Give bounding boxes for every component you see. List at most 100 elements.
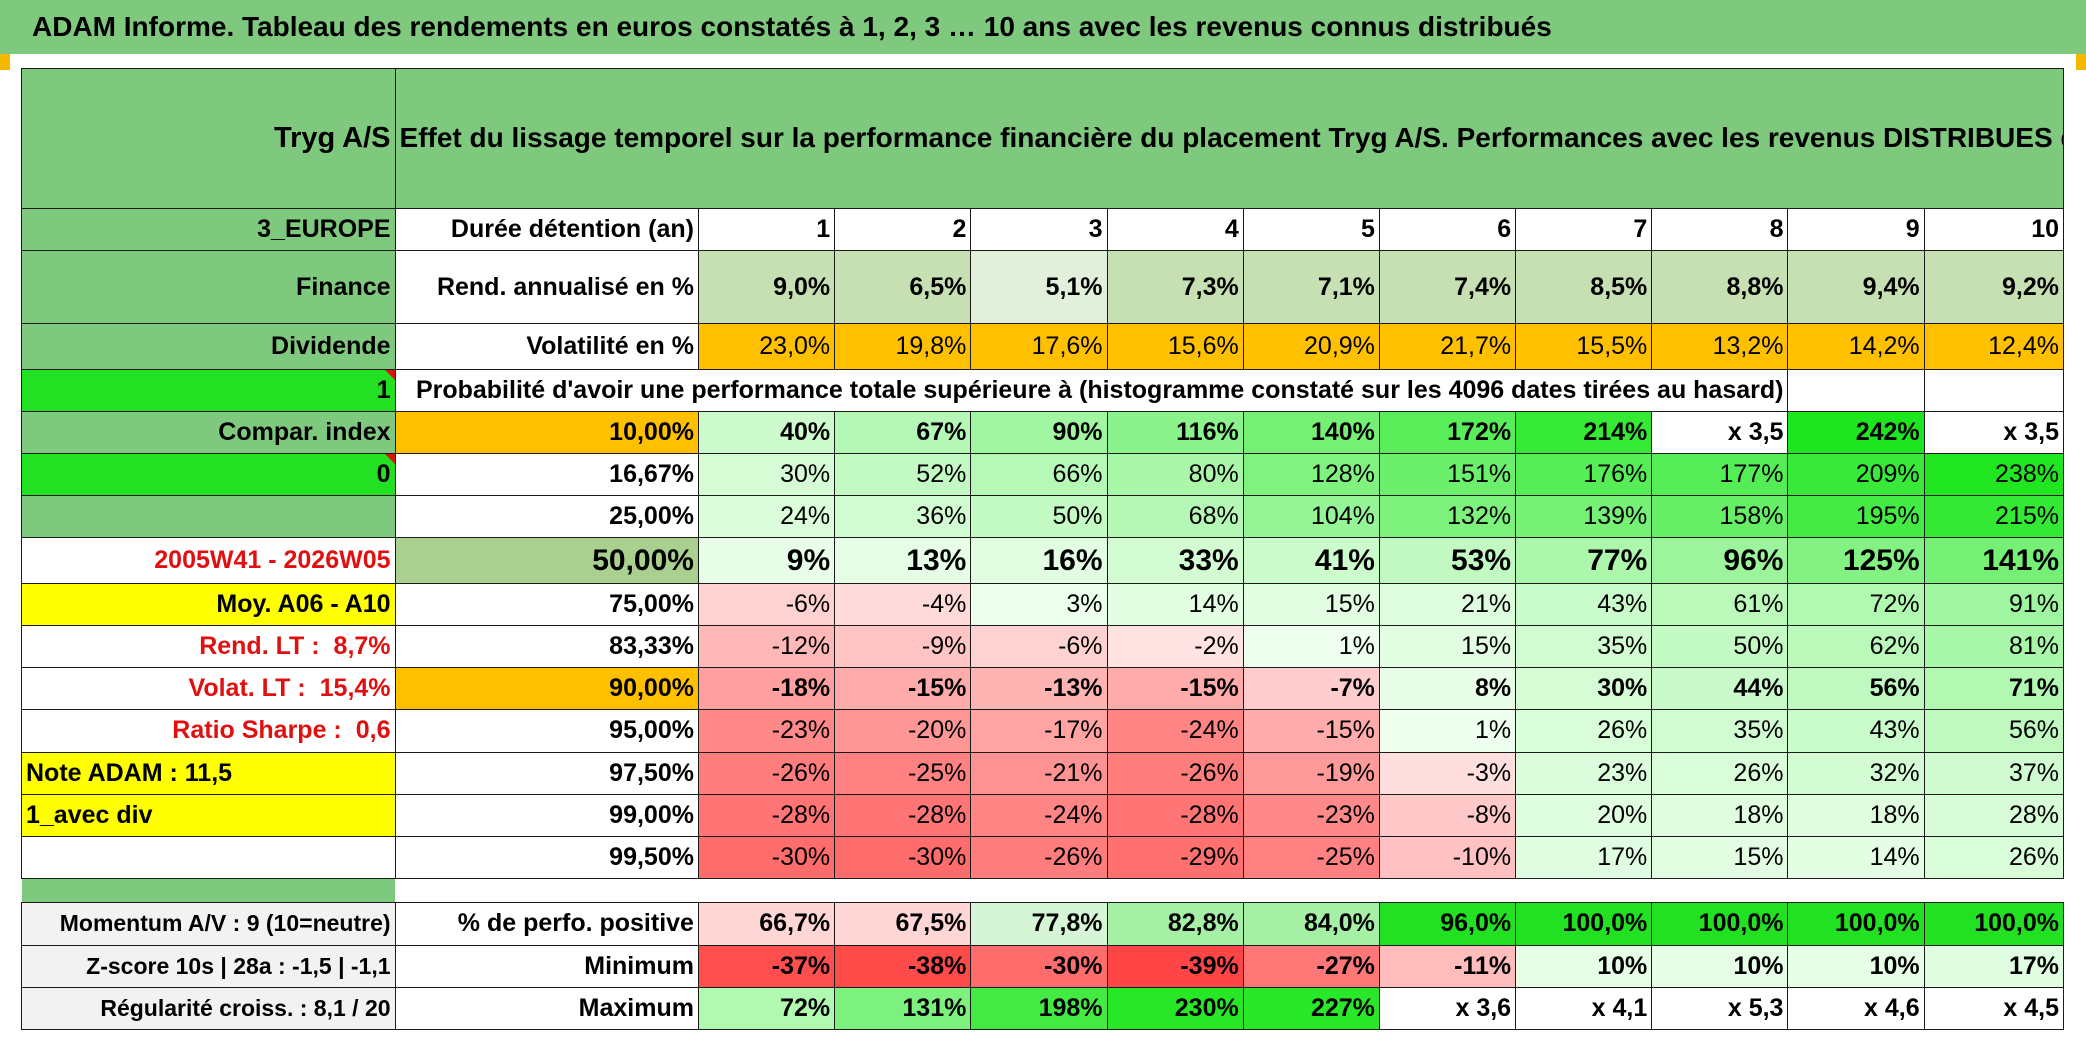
probability-value: 56% [1787, 667, 1925, 711]
probability-value: 35% [1651, 709, 1789, 753]
probability-value: 172% [1378, 410, 1517, 454]
stat-value: 230% [1106, 986, 1244, 1031]
stat-value: 82,8% [1106, 902, 1244, 946]
rend-value: 9,4% [1787, 249, 1925, 325]
probability-value: -15% [1242, 709, 1380, 753]
probability-value: 44% [1651, 667, 1789, 711]
stat-value: -37% [697, 944, 836, 988]
vol-value: 17,6% [970, 323, 1108, 370]
probability-value: -6% [970, 624, 1108, 669]
rend-lt-label: Rend. LT : 8,7% [21, 624, 396, 669]
probability-value: -10% [1378, 835, 1517, 880]
probability-value: 128% [1242, 452, 1380, 497]
probability-value: 14% [1106, 582, 1244, 626]
probability-value: 13% [834, 537, 972, 584]
stat-name: % de perfo. positive [394, 902, 699, 946]
probability-value: 15% [1378, 624, 1517, 669]
stat-value: -30% [970, 944, 1108, 988]
stat-value: 77,8% [970, 902, 1108, 946]
stat-value: x 4,6 [1787, 986, 1925, 1031]
year-header: 3 [970, 207, 1108, 251]
probability-value: 1% [1378, 709, 1517, 753]
vol-label: Volatilité en % [394, 323, 699, 370]
stat-value: 66,7% [697, 902, 836, 946]
probability-value: -30% [697, 835, 836, 880]
probability-value: -28% [697, 793, 836, 837]
probability-row: Rend. LT : 8,7% 83,33% -12% -9% -6% -2% 1% 15% 35… [21, 624, 2065, 669]
vol-value: 15,6% [1106, 323, 1244, 370]
stat-name: Maximum [394, 986, 699, 1031]
probability-value: -25% [834, 751, 972, 795]
probability-value: -15% [1106, 667, 1244, 711]
flag-zero: 0 [21, 452, 396, 497]
stat-label: Momentum A/V : 9 (10=neutre) [21, 902, 396, 946]
probability-value: 81% [1923, 624, 2065, 669]
rend-value: 8,8% [1651, 249, 1789, 325]
threshold-value: 16,67% [394, 452, 699, 497]
threshold-value: 75,00% [394, 582, 699, 626]
stat-value: 17% [1923, 944, 2065, 988]
rend-value: 8,5% [1515, 249, 1653, 325]
probability-value: 14% [1787, 835, 1925, 880]
probability-value: 90% [970, 410, 1108, 454]
threshold-value: 99,00% [394, 793, 699, 837]
probability-value: 158% [1651, 495, 1789, 539]
probability-value: 68% [1106, 495, 1244, 539]
probability-value: x 3,5 [1651, 410, 1789, 454]
probability-row: 2005W41 - 2026W05 50,00% 9% 13% 16% 33% 41% 53%… [21, 537, 2065, 584]
threshold-value: 10,00% [394, 410, 699, 454]
probability-value: 151% [1378, 452, 1517, 497]
empty-label [21, 495, 396, 539]
probability-value: 28% [1923, 793, 2065, 837]
stat-value: 131% [834, 986, 972, 1031]
probability-value: 238% [1923, 452, 2065, 497]
probability-value: 53% [1378, 537, 1517, 584]
metric-value: 15,4% [319, 674, 391, 703]
probability-value: 26% [1515, 709, 1653, 753]
region-label: 3_EUROPE [21, 207, 396, 251]
year-header: 1 [697, 207, 836, 251]
vol-row: Dividende Volatilité en % 23,0% 19,8% 17,6… [21, 323, 2065, 370]
stat-value: x 4,5 [1923, 986, 2065, 1031]
probability-value: 125% [1787, 537, 1925, 584]
probability-value: 176% [1515, 452, 1653, 497]
probability-value: -21% [970, 751, 1108, 795]
probability-value: 17% [1515, 835, 1653, 880]
vol-value: 20,9% [1242, 323, 1380, 370]
table-description: Effet du lissage temporel sur la perform… [394, 68, 2065, 209]
probability-row: Moy. A06 - A10 75,00% -6% -4% 3% 14% 15% 21% 43%… [21, 582, 2065, 626]
vol-value: 19,8% [834, 323, 972, 370]
probability-value: 209% [1787, 452, 1925, 497]
probability-value: 15% [1242, 582, 1380, 626]
duration-label: Durée détention (an) [394, 207, 699, 251]
maximum-row: Régularité croiss. : 8,1 / 20 Maximum 72% 1… [21, 986, 2065, 1031]
stat-value: 100,0% [1923, 902, 2065, 946]
probability-value: -18% [697, 667, 836, 711]
empty-label [21, 835, 396, 880]
probability-value: 40% [697, 410, 836, 454]
probability-value: 33% [1106, 537, 1244, 584]
vol-value: 15,5% [1515, 323, 1653, 370]
vol-value: 13,2% [1651, 323, 1789, 370]
spacer-row [21, 878, 2064, 903]
note-label: Note ADAM : 11,5 [21, 751, 396, 795]
threshold-value: 90,00% [394, 667, 699, 711]
probability-value: -30% [834, 835, 972, 880]
probability-value: 43% [1515, 582, 1653, 626]
corner-marker [0, 54, 10, 70]
metric-value: 0,6 [355, 716, 391, 745]
probability-value: 24% [697, 495, 836, 539]
probability-value: -15% [834, 667, 972, 711]
probability-value: -6% [697, 582, 836, 626]
probability-value: 30% [1515, 667, 1653, 711]
metric-label: Volat. LT : [188, 674, 306, 703]
rend-value: 6,5% [834, 249, 972, 325]
spacer-cell [395, 879, 2063, 903]
vol-value: 21,7% [1378, 323, 1517, 370]
div-mode-label: 1_avec div [21, 793, 396, 837]
probability-value: 50% [1651, 624, 1789, 669]
probability-value: -23% [1242, 793, 1380, 837]
probability-value: -28% [834, 793, 972, 837]
minimum-row: Z-score 10s | 28a : -1,5 | -1,1 Minimum -3… [21, 944, 2065, 988]
corner-marker [2076, 54, 2086, 70]
